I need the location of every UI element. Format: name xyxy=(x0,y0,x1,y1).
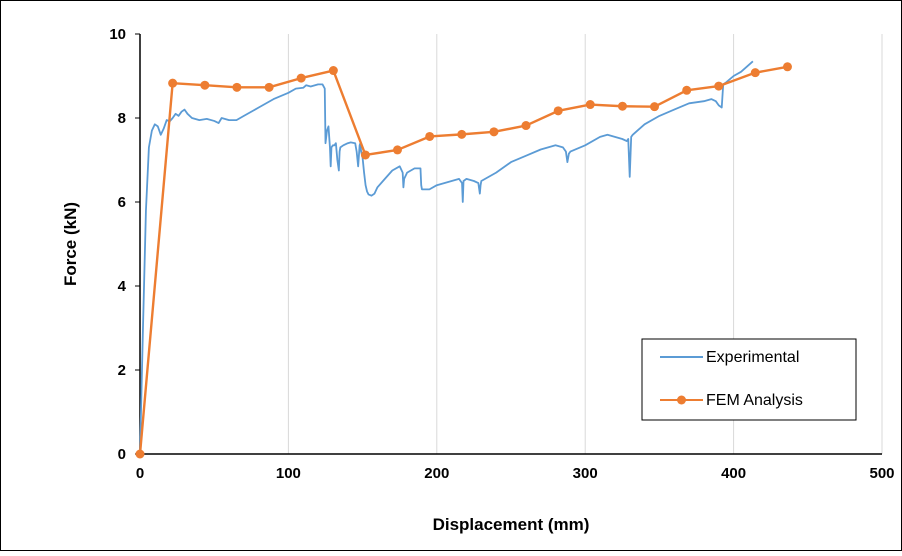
x-axis-title: Displacement (mm) xyxy=(433,515,590,534)
data-point-fem-analysis xyxy=(782,62,792,72)
data-point-fem-analysis xyxy=(650,102,660,112)
y-tick-label: 8 xyxy=(118,110,126,127)
x-tick-label: 400 xyxy=(721,465,746,482)
data-point-fem-analysis xyxy=(457,129,467,139)
data-point-fem-analysis xyxy=(232,82,242,92)
data-point-fem-analysis xyxy=(360,150,370,160)
legend: Experimental FEM Analysis xyxy=(641,338,857,421)
y-tick-label: 10 xyxy=(109,26,126,43)
y-tick-label: 2 xyxy=(118,362,126,379)
legend-fem-marker xyxy=(677,395,686,405)
legend-experimental-label: Experimental xyxy=(706,349,799,366)
data-point-fem-analysis xyxy=(617,101,627,111)
data-point-fem-analysis xyxy=(135,449,145,459)
axes xyxy=(139,34,882,455)
data-point-fem-analysis xyxy=(200,80,210,90)
legend-fem-label: FEM Analysis xyxy=(706,392,803,409)
y-tick-labels: 0 2 4 6 8 10 xyxy=(109,26,140,463)
data-point-fem-analysis xyxy=(521,121,531,131)
data-point-fem-analysis xyxy=(168,78,178,88)
series-line-experimental xyxy=(139,60,754,455)
data-point-fem-analysis xyxy=(714,81,724,91)
x-tick-labels: 0 100 200 300 400 500 xyxy=(136,465,895,482)
series-layer xyxy=(135,60,792,459)
y-tick-label: 6 xyxy=(118,194,126,211)
data-point-fem-analysis xyxy=(425,131,435,141)
x-tick-label: 0 xyxy=(136,465,144,482)
data-point-fem-analysis xyxy=(585,100,595,110)
data-point-fem-analysis xyxy=(553,106,563,116)
grid-lines xyxy=(287,34,883,454)
y-tick-label: 4 xyxy=(118,278,127,295)
data-point-fem-analysis xyxy=(264,82,274,92)
x-tick-label: 500 xyxy=(869,465,894,482)
y-tick-label: 0 xyxy=(118,446,126,463)
data-point-fem-analysis xyxy=(682,85,692,95)
x-tick-label: 300 xyxy=(573,465,598,482)
data-point-fem-analysis xyxy=(392,145,402,155)
x-tick-label: 100 xyxy=(276,465,301,482)
y-axis-title: Force (kN) xyxy=(61,202,80,286)
data-point-fem-analysis xyxy=(489,127,499,137)
data-point-fem-analysis xyxy=(328,66,338,76)
x-tick-label: 200 xyxy=(424,465,449,482)
data-point-fem-analysis xyxy=(296,73,306,83)
legend-box xyxy=(641,338,857,421)
data-point-fem-analysis xyxy=(750,68,760,78)
